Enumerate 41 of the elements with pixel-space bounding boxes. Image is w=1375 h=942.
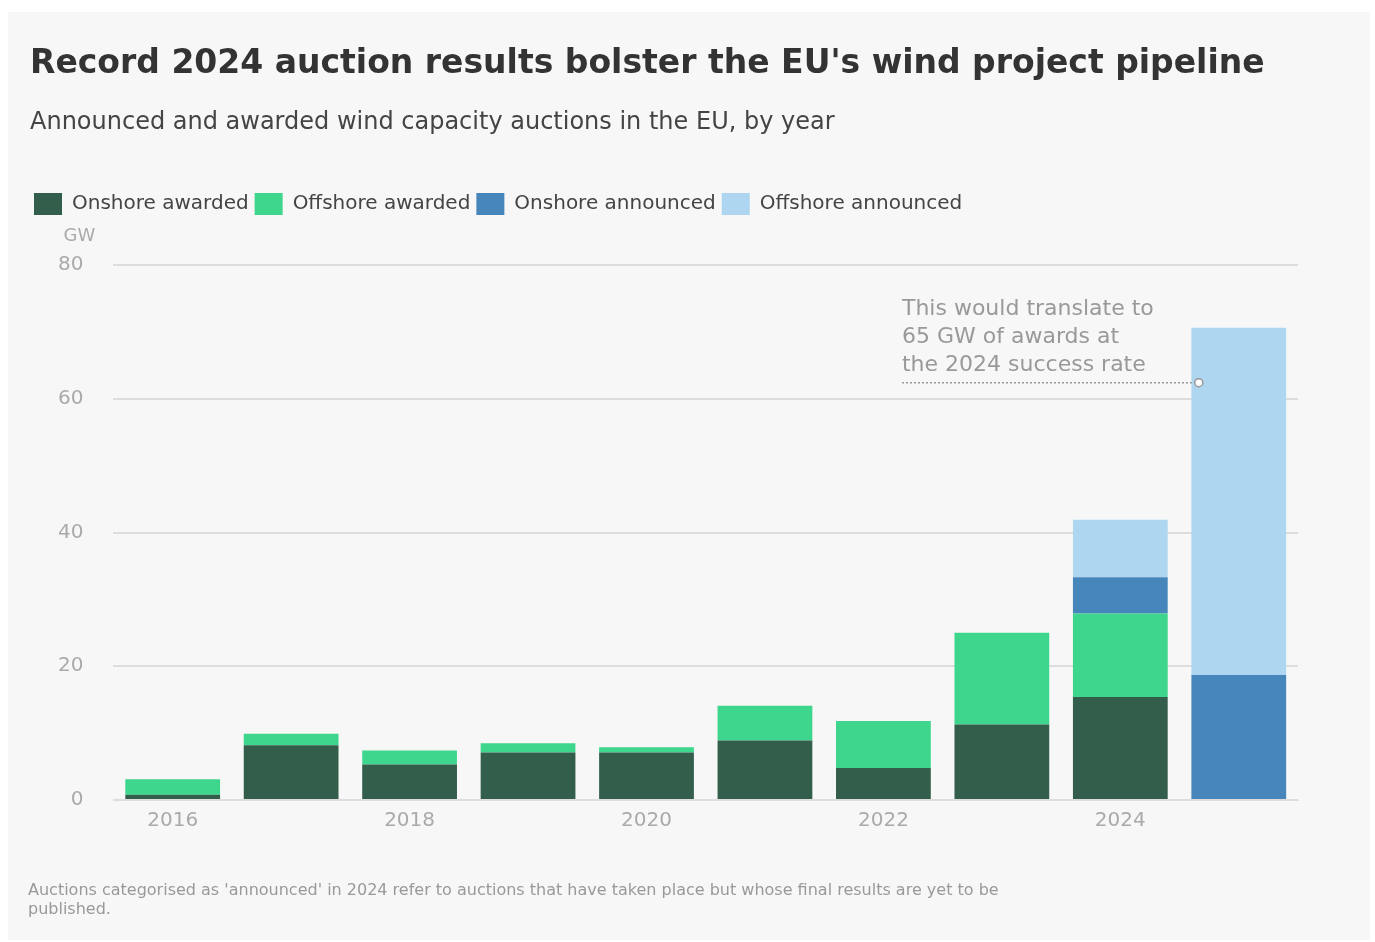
y-tick-label: 40 [58, 518, 84, 543]
legend-label: Onshore announced [514, 190, 716, 215]
legend-label: Offshore awarded [292, 190, 471, 215]
x-tick-label: 2024 [1094, 807, 1146, 832]
bar [125, 794, 221, 799]
bar [836, 767, 931, 799]
bar [1072, 613, 1168, 698]
y-tick-label: 0 [70, 786, 84, 811]
bar [717, 705, 813, 741]
bar [599, 752, 694, 799]
chart-subtitle: Announced and awarded wind capacity auctions in the EU, by year [30, 107, 835, 135]
x-tick-label: 2018 [384, 807, 436, 832]
legend-label: Offshore announced [759, 190, 963, 215]
y-tick-label: 80 [58, 251, 84, 276]
bar [717, 740, 813, 799]
x-tick-label: 2022 [857, 807, 909, 832]
bar [480, 752, 576, 799]
bar [1072, 697, 1168, 799]
x-tick-label: 2016 [147, 807, 199, 832]
bar [243, 733, 339, 746]
bar [1191, 674, 1287, 799]
bar [1191, 327, 1287, 675]
y-tick-label: 60 [58, 384, 84, 409]
bar [243, 745, 339, 799]
bar [125, 779, 221, 795]
legend-label: Onshore awarded [72, 190, 249, 215]
bar [480, 743, 576, 753]
y-tick-label: 20 [58, 652, 84, 677]
bar [1072, 577, 1168, 614]
annotation: This would translate to 65 GW of awards at the 2024 success rate [900, 295, 1154, 377]
x-tick-label: 2020 [621, 807, 672, 832]
bar [1072, 519, 1168, 578]
bar [599, 747, 694, 753]
bar [954, 724, 1050, 799]
text: Auctions categorised as 'announced' in 2024 refer to auctions that have taken place but whose final results are yet to be published. [28, 880, 1000, 918]
bar [362, 764, 457, 799]
bar [954, 632, 1050, 725]
bar [362, 750, 457, 765]
y-axis-title: GW [63, 223, 96, 245]
bar [836, 721, 931, 768]
chart-title: Record 2024 auction results bolster the EU's wind project pipeline [30, 42, 1265, 81]
